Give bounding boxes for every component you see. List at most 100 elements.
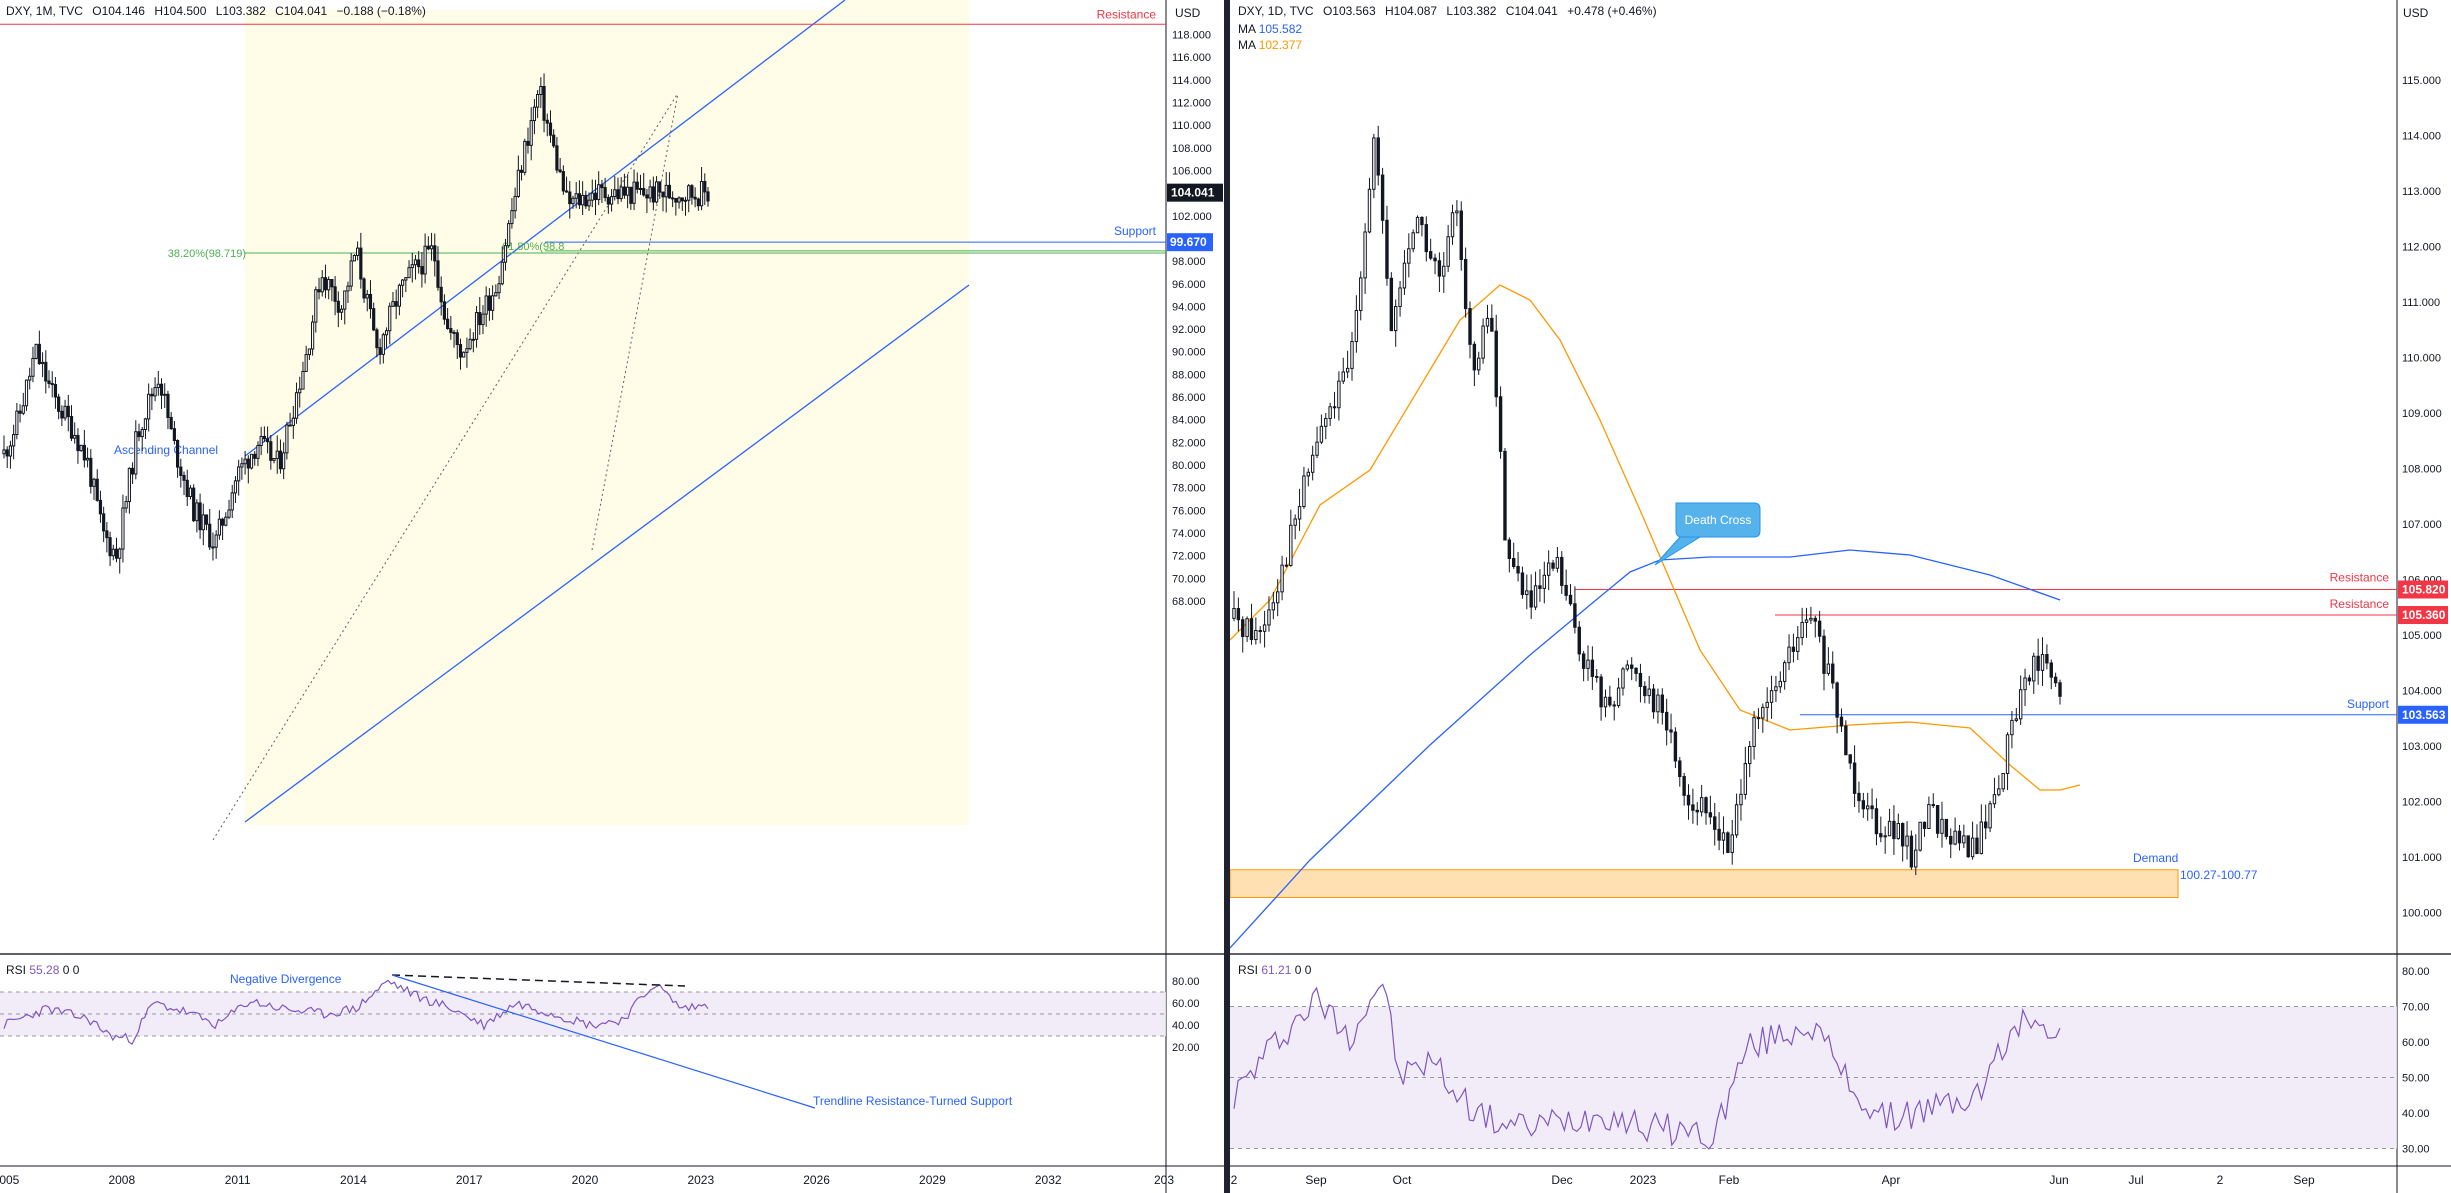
candle-body [1822,635,1826,674]
candle-body [143,418,148,430]
candle-body [1525,590,1529,596]
candle-body [1721,832,1726,841]
candle-body [1463,258,1468,310]
ma-50-line [1230,284,2081,791]
rsi-tick-label: 30.00 [2402,1144,2430,1156]
rsi-tick-label: 80.00 [1172,976,1200,988]
candle-body [1542,574,1546,589]
candle-body [1367,188,1372,233]
candle-body [269,441,273,461]
candle-body [449,328,453,333]
price-tick-label: 108.000 [1172,143,1212,155]
candle-body [82,444,86,461]
candle-body [532,106,537,122]
candle-body [1621,668,1625,689]
change-value: +0.478 (+0.46%) [1567,4,1657,18]
candle-body [671,197,675,200]
candle-body [378,347,382,355]
candle-body [1852,762,1857,794]
price-tick-label: 116.000 [1172,52,1211,64]
candle-body [619,186,623,200]
candle-body [680,197,684,202]
rsi-name: RSI [1238,963,1259,977]
candle-body [638,188,643,191]
high-value: H104.087 [1385,4,1438,18]
candle-body [1581,653,1586,669]
candle-body [1345,367,1350,373]
monthly-chart-canvas[interactable]: Resistance Support 38.20%(98.719) 61.80%(98… [0,0,1224,1193]
time-tick-label: Dec [1551,1173,1572,1187]
candle-body [1717,828,1721,841]
candle-body [1813,617,1817,622]
candle-body [272,458,276,461]
candle-body [1529,590,1533,608]
candle-body [89,457,93,487]
candle-body [1804,619,1809,623]
candle-body [407,267,411,279]
candle-body [182,474,186,481]
candle-body [1935,804,1940,834]
support-label: Support [2347,697,2390,711]
candle-body [130,467,135,475]
candle-body [552,134,556,147]
candle-body [2014,718,2018,721]
candle-body [1896,822,1900,840]
candle-body [1332,406,1337,409]
rsi-tick-label: 60.00 [2402,1037,2430,1049]
rsi-tick-label: 20.00 [1172,1042,1200,1054]
candle-body [1708,812,1713,818]
candle-body [368,293,373,310]
candle-body [66,405,70,418]
candle-body [301,370,305,390]
candle-body [1625,664,1630,670]
candle-body [1905,835,1909,847]
monthly-chart-panel[interactable]: Resistance Support 38.20%(98.719) 61.80%(98… [0,0,1224,1193]
candle-body [622,186,627,196]
candle-body [298,388,302,394]
symbol-label: DXY, 1D, TVC [1238,4,1314,18]
price-tick-label: 72.000 [1172,551,1206,563]
candle-body [1293,518,1297,526]
candle-body [69,416,74,439]
candle-body [500,261,504,285]
resistance-label-1: Resistance [2330,570,2390,584]
candle-body [388,305,392,332]
candle-body [1616,687,1621,707]
change-value: −0.188 (−0.18%) [336,4,426,18]
candle-body [1481,325,1485,359]
candle-body [1765,701,1769,708]
candle-body [1577,626,1581,655]
candle-body [699,181,704,207]
time-tick-label: 2 [2217,1173,2224,1187]
support-label: Support [1114,224,1157,238]
candle-body [1752,717,1756,748]
candle-body [121,507,125,550]
candle-body [516,169,520,197]
candle-body [21,405,25,414]
candle-body [539,86,543,95]
candle-body [111,548,115,557]
ma2-value: 102.377 [1258,38,1303,52]
resistance-label: Resistance [1097,7,1157,21]
candle-body [2045,654,2049,664]
candle-body [2001,773,2005,790]
candle-body [73,434,77,439]
candle-body [391,301,395,307]
candle-body [1590,659,1595,677]
daily-chart-panel[interactable]: Demand 100.27-100.77 Resistance Resistance S… [1230,0,2451,1193]
price-tick-label: 88.000 [1172,369,1206,381]
candle-body [2036,655,2040,671]
candle-body [603,187,607,199]
candle-body [497,283,501,294]
candle-body [394,301,398,307]
candle-body [156,383,160,389]
candle-body [1975,837,1979,855]
candle-body [285,424,289,454]
candle-body [1411,232,1415,250]
candle-body [452,331,456,334]
panel-divider[interactable] [1224,0,1230,1193]
price-tick-label: 104.000 [2402,686,2442,698]
candle-body [1245,618,1249,638]
candle-body [648,186,652,199]
